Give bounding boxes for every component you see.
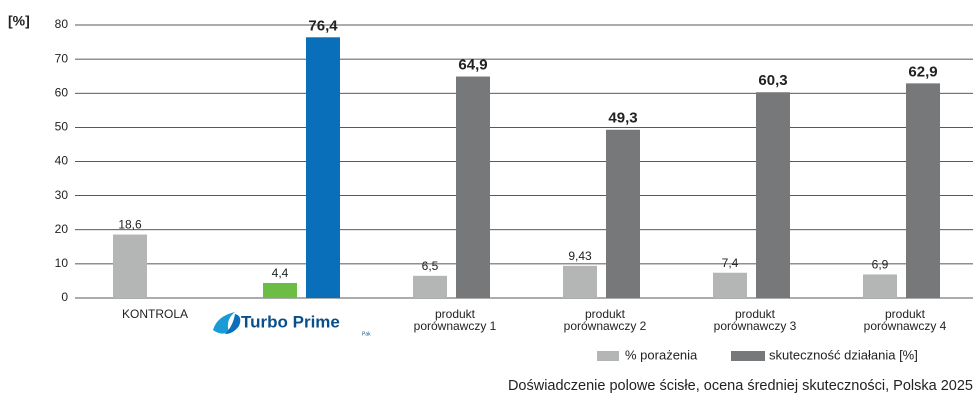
logo-icon (225, 314, 241, 334)
x-tick-label: KONTROLA (122, 307, 188, 321)
y-tick-label: 80 (55, 17, 69, 31)
x-tick-label: produkt (435, 307, 476, 321)
x-tick-label: porównawczy 4 (864, 319, 947, 333)
value-label: 76,4 (308, 17, 338, 34)
value-label: 6,9 (872, 258, 889, 272)
x-tick-label: produkt (585, 307, 626, 321)
y-tick-label: 40 (55, 154, 69, 168)
value-label: 4,4 (272, 266, 289, 280)
x-tick-label: porównawczy 3 (714, 319, 797, 333)
legend-label: skuteczność działania [%] (769, 347, 918, 362)
value-label: 7,4 (722, 256, 739, 270)
bar (563, 265, 597, 298)
y-tick-label: 30 (55, 188, 69, 202)
x-tick-label: produkt (885, 307, 926, 321)
logo-icon (213, 312, 235, 334)
y-tick-label: 20 (55, 222, 69, 236)
bar (413, 275, 447, 298)
x-tick-label: produkt (735, 307, 776, 321)
value-label: 49,3 (608, 110, 637, 127)
bar (606, 129, 640, 298)
legend-swatch (597, 351, 619, 361)
value-label: 6,5 (422, 259, 439, 273)
bar (713, 272, 747, 298)
footnote: Doświadczenie polowe ścisłe, ocena średn… (508, 378, 973, 394)
bar (906, 83, 940, 298)
y-axis-label: [%] (8, 13, 30, 29)
y-tick-label: 0 (61, 290, 68, 304)
x-tick-label: Pak (362, 331, 371, 337)
bar (863, 274, 897, 298)
value-label: 64,9 (458, 56, 487, 73)
bar (113, 234, 147, 298)
y-tick-label: 60 (55, 85, 69, 99)
bar (756, 92, 790, 298)
y-tick-label: 70 (55, 51, 69, 65)
x-tick-label: porównawczy 1 (414, 319, 497, 333)
value-label: 60,3 (758, 72, 787, 89)
bar (306, 37, 340, 298)
value-label: 62,9 (908, 63, 937, 80)
legend-label: % porażenia (625, 347, 698, 362)
value-label: 18,6 (118, 218, 142, 232)
y-tick-label: 10 (55, 256, 69, 270)
x-tick-label: Turbo Prime (241, 312, 340, 331)
value-label: 9,43 (568, 249, 592, 263)
legend-swatch (731, 351, 765, 361)
x-tick-label: porównawczy 2 (564, 319, 647, 333)
bar (456, 76, 490, 298)
bar (263, 282, 297, 298)
y-tick-label: 50 (55, 120, 69, 134)
